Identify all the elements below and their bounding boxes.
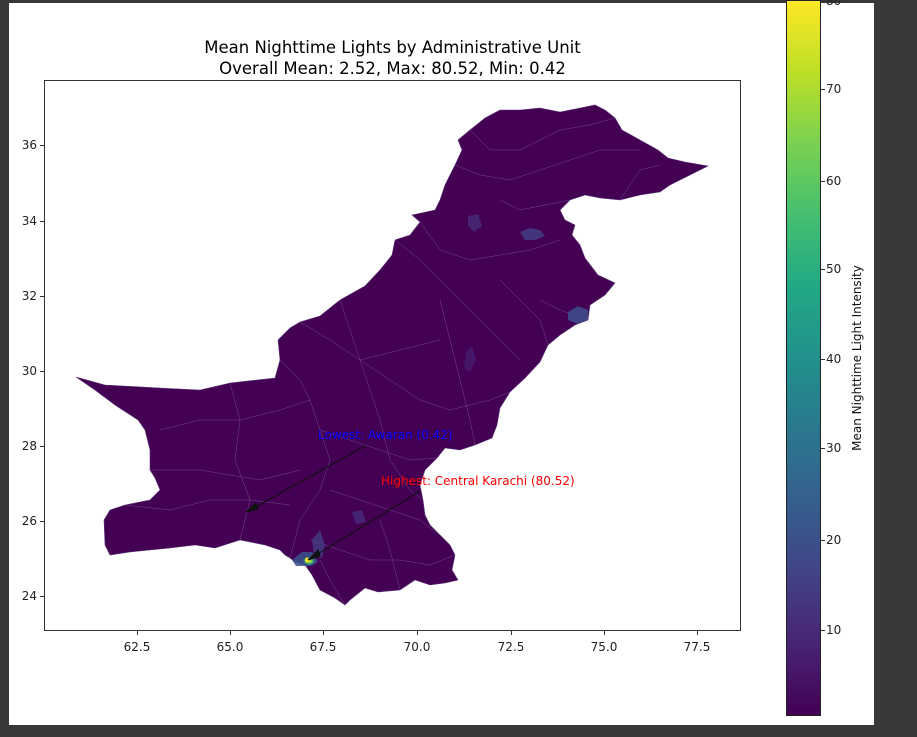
colorbar-tick: 70 xyxy=(821,82,841,96)
colorbar xyxy=(786,0,821,716)
colorbar-tick: 30 xyxy=(821,441,841,455)
x-tick: 77.5 xyxy=(677,631,717,654)
colorbar-tick: 40 xyxy=(821,352,841,366)
y-tick: 30 xyxy=(15,364,44,378)
highest-arrowhead xyxy=(307,548,321,561)
x-tick: 75.0 xyxy=(584,631,624,654)
colorbar-label: Mean Nighttime Light Intensity xyxy=(850,265,864,451)
x-tick: 62.5 xyxy=(117,631,157,654)
annotation-arrows xyxy=(245,445,421,561)
colorbar-tick: 60 xyxy=(821,174,841,188)
colorbar-tick: 50 xyxy=(821,262,841,276)
y-tick: 34 xyxy=(15,214,44,228)
brighter-districts xyxy=(292,214,588,566)
x-tick: 70.0 xyxy=(397,631,437,654)
window-top-edge xyxy=(0,0,917,3)
y-tick: 32 xyxy=(15,289,44,303)
colorbar-tick: 10 xyxy=(821,623,841,637)
x-tick: 72.5 xyxy=(491,631,531,654)
y-tick: 26 xyxy=(15,514,44,528)
x-tick: 65.0 xyxy=(210,631,250,654)
highest-annotation: Highest: Central Karachi (80.52) xyxy=(381,474,575,488)
chart-subtitle: Overall Mean: 2.52, Max: 80.52, Min: 0.4… xyxy=(219,59,566,78)
x-tick: 67.5 xyxy=(303,631,343,654)
colorbar-tick: 80 xyxy=(821,0,841,8)
lowest-annotation: Lowest: Awaran (0.42) xyxy=(318,428,453,442)
chart-title: Mean Nighttime Lights by Administrative … xyxy=(204,38,581,57)
country-shape xyxy=(75,104,709,606)
colorbar-tick: 20 xyxy=(821,533,841,547)
y-tick: 24 xyxy=(15,589,44,603)
district-boundaries xyxy=(124,117,661,606)
lowest-arrowhead xyxy=(245,502,259,513)
y-tick: 36 xyxy=(15,138,44,152)
y-tick: 28 xyxy=(15,439,44,453)
